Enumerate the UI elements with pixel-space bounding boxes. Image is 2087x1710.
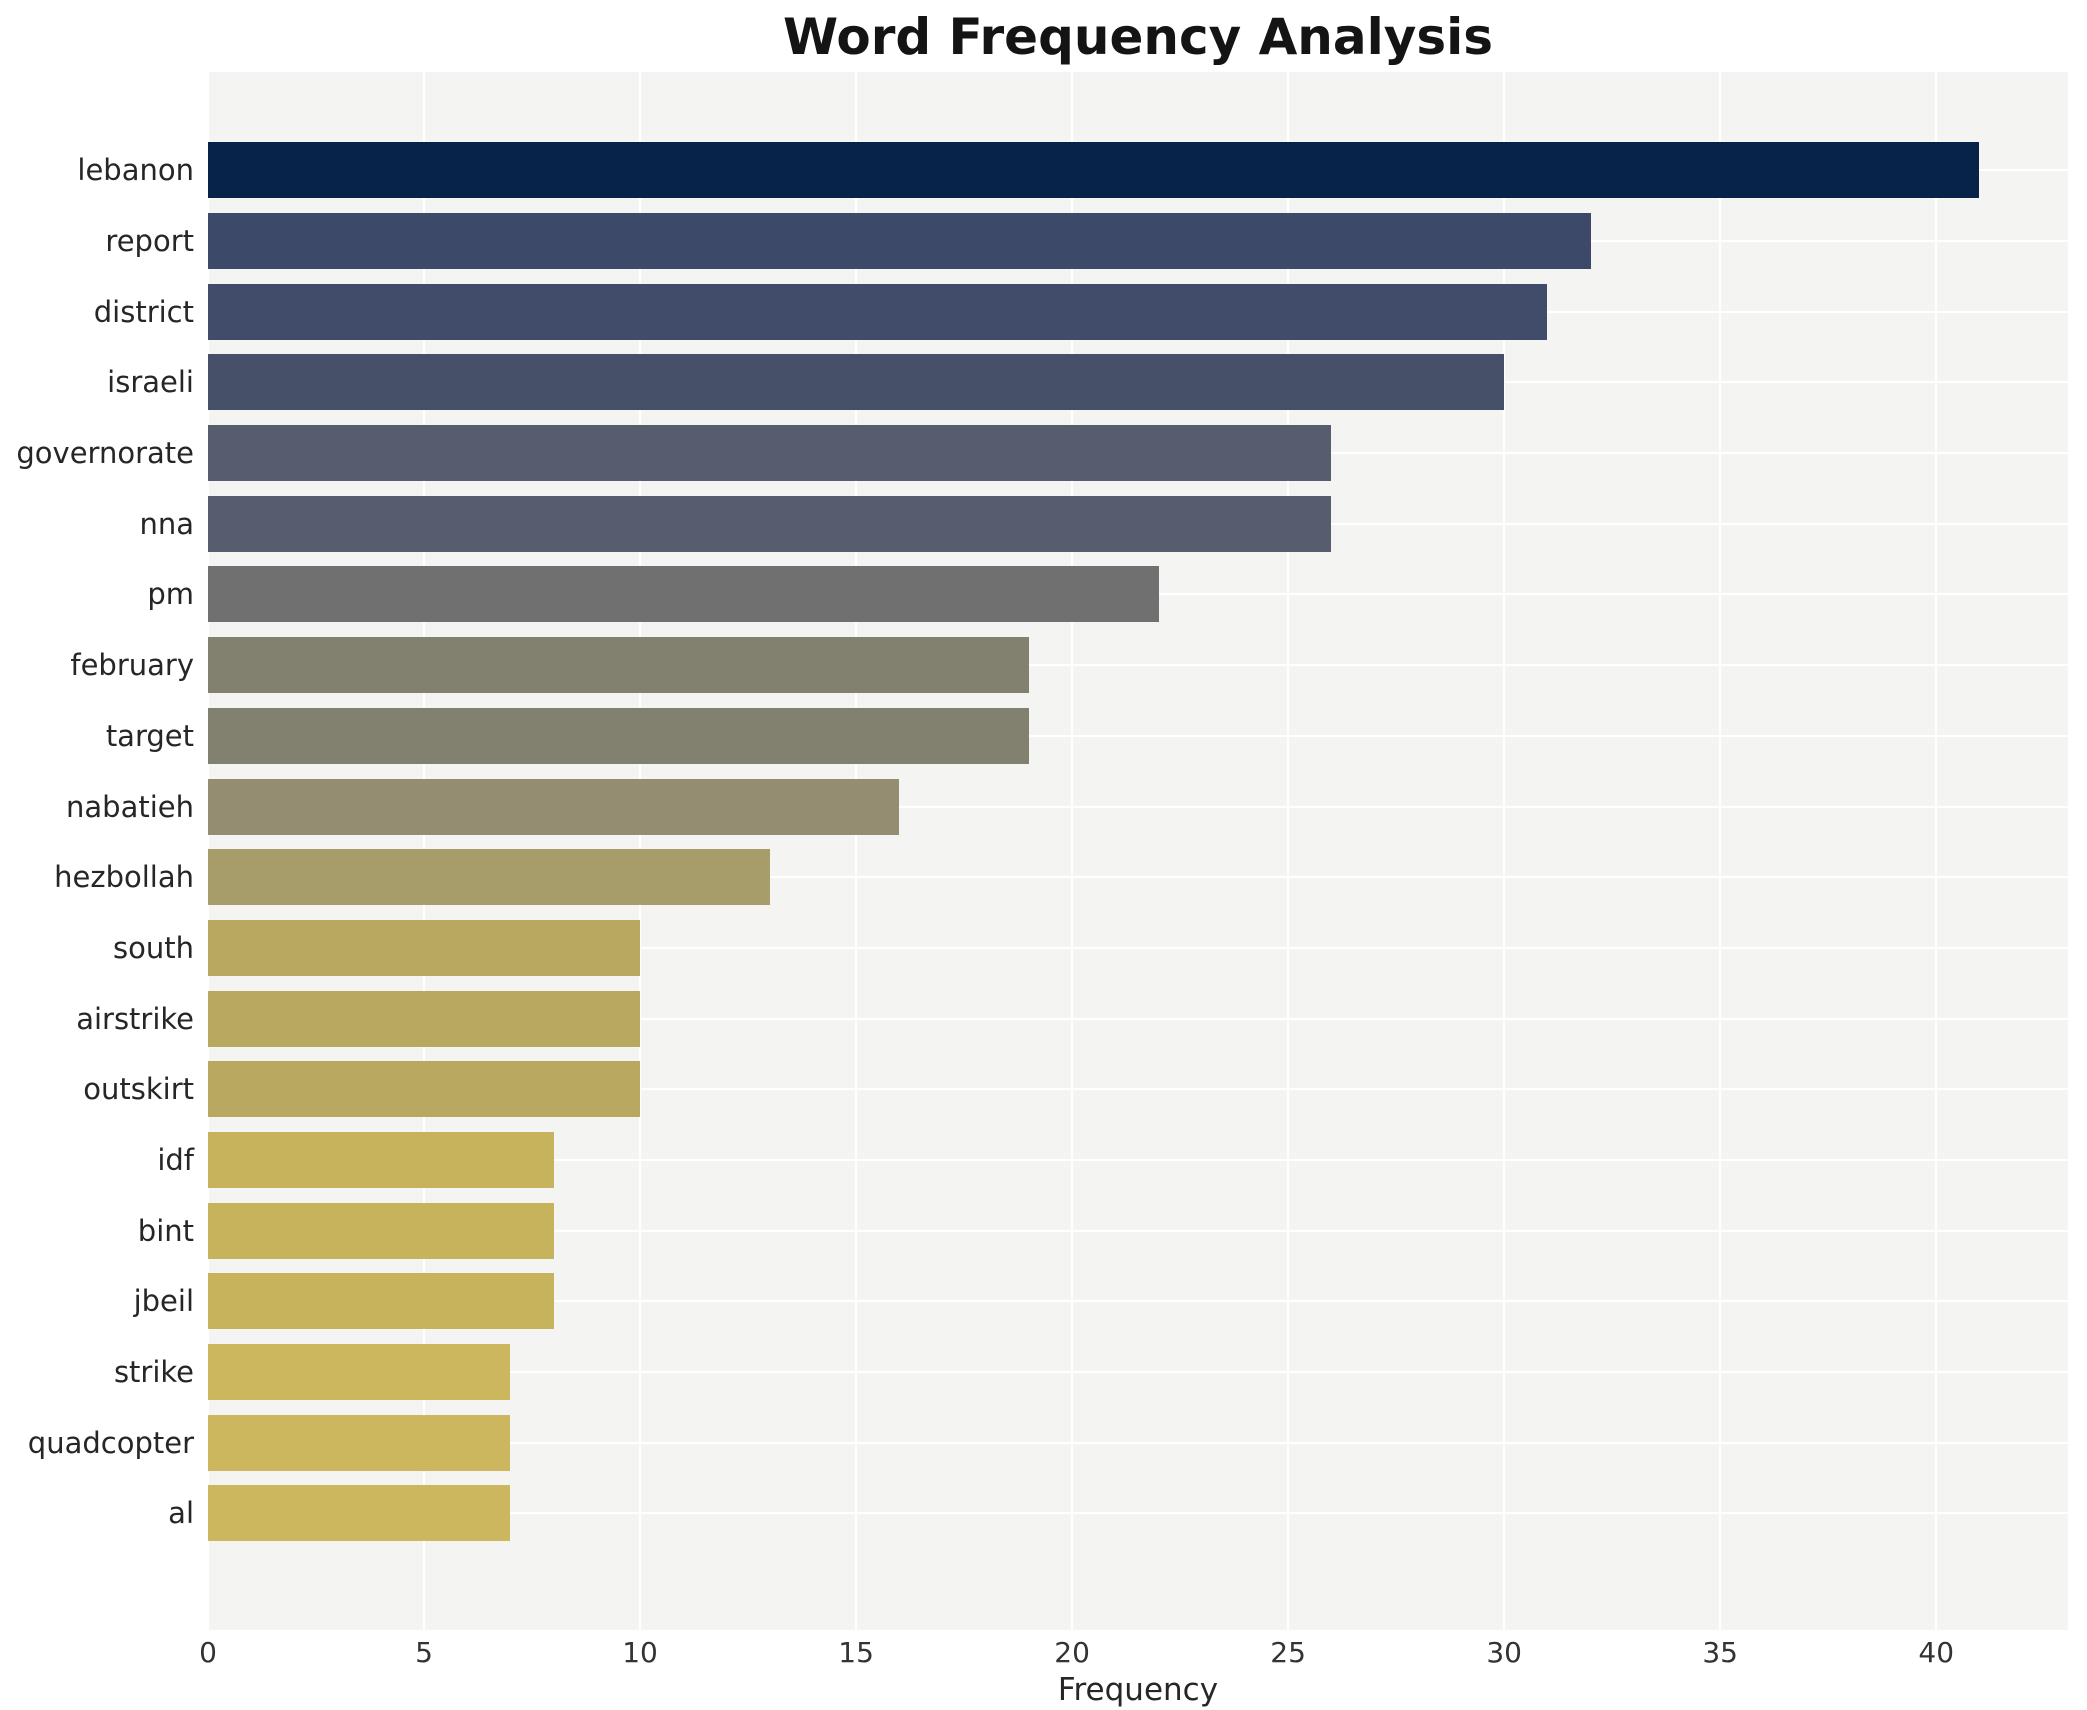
gridline bbox=[1503, 72, 1506, 1630]
category-label: strike bbox=[113, 1355, 194, 1390]
bar bbox=[208, 213, 1591, 270]
bar-row: israeli bbox=[107, 347, 2068, 418]
x-axis-label: Frequency bbox=[1057, 1672, 1219, 1708]
bar bbox=[208, 1202, 554, 1259]
bar bbox=[208, 425, 1332, 482]
bar-row: nabatieh bbox=[66, 771, 2068, 842]
category-label: lebanon bbox=[77, 153, 194, 188]
bar-row: south bbox=[113, 913, 2068, 984]
bar-row: nna bbox=[139, 488, 2068, 559]
bar bbox=[208, 1131, 554, 1188]
category-label: nna bbox=[139, 506, 194, 541]
bar bbox=[208, 354, 1505, 411]
x-tick-label: 40 bbox=[1918, 1636, 1955, 1669]
category-label: bint bbox=[137, 1213, 194, 1248]
bar bbox=[208, 778, 900, 835]
bar-row: lebanon bbox=[77, 135, 2068, 206]
bar-row: governorate bbox=[16, 418, 2068, 489]
gridline bbox=[1719, 72, 1722, 1630]
bar bbox=[208, 283, 1548, 340]
gridline bbox=[208, 1371, 2068, 1374]
gridline bbox=[208, 1017, 2068, 1020]
bar bbox=[208, 1485, 511, 1542]
category-label: nabatieh bbox=[66, 789, 194, 824]
category-label: israeli bbox=[107, 365, 194, 400]
category-label: target bbox=[105, 718, 194, 753]
bar bbox=[208, 707, 1029, 764]
bar-row: report bbox=[105, 206, 2068, 277]
category-label: report bbox=[105, 224, 194, 259]
x-tick-label: 30 bbox=[1486, 1636, 1522, 1669]
bar bbox=[208, 1061, 641, 1118]
x-tick-label: 10 bbox=[622, 1636, 658, 1669]
bar bbox=[208, 919, 641, 976]
category-label: outskirt bbox=[83, 1072, 194, 1107]
gridline bbox=[1071, 72, 1074, 1630]
bar-row: idf bbox=[157, 1125, 2068, 1196]
x-tick-label: 0 bbox=[199, 1636, 217, 1669]
bar-row: quadcopter bbox=[28, 1407, 2068, 1478]
bar bbox=[208, 1414, 511, 1471]
gridline bbox=[208, 1229, 2068, 1232]
category-label: hezbollah bbox=[54, 860, 194, 895]
bar-row: district bbox=[94, 276, 2068, 347]
gridline bbox=[208, 1088, 2068, 1091]
bar-row: outskirt bbox=[83, 1054, 2068, 1125]
category-label: quadcopter bbox=[27, 1425, 194, 1460]
bar-row: jbeil bbox=[134, 1266, 2068, 1337]
gridline bbox=[208, 664, 2068, 667]
bar-row: target bbox=[106, 701, 2068, 772]
x-tick-label: 15 bbox=[838, 1636, 874, 1669]
bar bbox=[208, 566, 1159, 623]
gridline bbox=[208, 734, 2068, 737]
x-tick-label: 25 bbox=[1270, 1636, 1306, 1669]
x-tick-label: 20 bbox=[1054, 1636, 1090, 1669]
gridline bbox=[208, 876, 2068, 879]
gridline bbox=[208, 805, 2068, 808]
bar bbox=[208, 990, 641, 1047]
bar-row: strike bbox=[114, 1337, 2068, 1408]
x-axis-ticks: 0 5 10 15 20 25 30 35 40 bbox=[199, 1636, 2068, 1672]
category-label: al bbox=[168, 1496, 194, 1531]
category-label: governorate bbox=[16, 436, 194, 471]
x-tick-label: 35 bbox=[1702, 1636, 1739, 1669]
bar-rows: lebanon report district israeli governorate n… bbox=[16, 135, 2068, 1549]
bar bbox=[208, 142, 1980, 199]
gridline bbox=[208, 946, 2068, 949]
category-label: idf bbox=[157, 1142, 194, 1177]
gridline bbox=[208, 1441, 2068, 1444]
bar-row: february bbox=[70, 630, 2068, 701]
category-label: pm bbox=[147, 577, 194, 612]
bar bbox=[208, 1273, 554, 1330]
category-label: jbeil bbox=[133, 1284, 194, 1319]
bar-row: al bbox=[168, 1478, 2068, 1549]
category-label: south bbox=[113, 930, 194, 965]
gridline bbox=[855, 72, 858, 1630]
gridline bbox=[208, 1512, 2068, 1515]
category-label: airstrike bbox=[76, 1001, 194, 1036]
bar bbox=[208, 495, 1332, 552]
category-label: district bbox=[93, 294, 194, 329]
bar-row: airstrike bbox=[76, 983, 2068, 1054]
chart-title: Word Frequency Analysis bbox=[782, 8, 1494, 66]
gridline bbox=[208, 1158, 2068, 1161]
plot-area: lebanon report district israeli governorate n… bbox=[16, 72, 2068, 1630]
category-label: february bbox=[70, 648, 194, 683]
bar-row: hezbollah bbox=[54, 842, 2068, 913]
bar bbox=[208, 1344, 511, 1401]
gridline bbox=[1287, 72, 1290, 1630]
gridline bbox=[1935, 72, 1938, 1630]
bar-row: pm bbox=[147, 559, 2068, 630]
gridline bbox=[208, 1300, 2068, 1303]
bar-row: bint bbox=[138, 1195, 2068, 1266]
bar bbox=[208, 637, 1029, 694]
bar bbox=[208, 849, 770, 906]
x-tick-label: 5 bbox=[415, 1636, 433, 1669]
